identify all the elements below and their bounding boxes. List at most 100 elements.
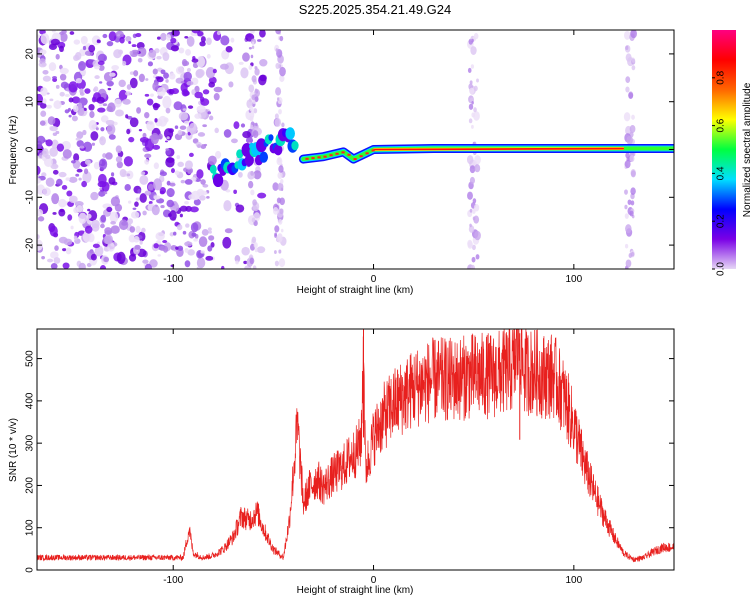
spectrogram-blob [147, 61, 154, 67]
spectrogram-blob [285, 127, 295, 140]
spectrogram-blob [169, 210, 177, 221]
spectrogram-blob [201, 228, 209, 236]
spectrogram-blob [476, 78, 479, 83]
spectrogram-blob [157, 254, 161, 257]
spectrogram-blob [144, 93, 150, 97]
spectrogram-blob [99, 81, 103, 84]
spectrogram-blob [256, 246, 266, 254]
spectrogram-blob [153, 162, 159, 170]
spectrogram-blob [188, 122, 198, 135]
spectrogram-blob [105, 152, 113, 160]
spectrogram-blob [107, 242, 115, 252]
spectrogram-blob [215, 150, 222, 159]
spectrogram-blob [151, 204, 160, 216]
spectrogram-blob [125, 114, 129, 119]
spectrogram-blob [202, 183, 209, 188]
spectrogram-blob [71, 96, 81, 104]
spectrogram-blob [196, 169, 204, 179]
spectrogram-blob [134, 244, 141, 250]
spectrogram-blob [37, 34, 41, 39]
spectrogram-blob [471, 244, 476, 251]
spectrogram-blob [82, 231, 91, 243]
spectrogram-blob [129, 226, 136, 233]
spectrogram-blob [176, 224, 183, 231]
spectrogram-blob [212, 68, 217, 74]
spectrogram-blob [162, 52, 170, 62]
spectrogram-blob [78, 212, 87, 224]
spectrogram-blob [166, 136, 170, 140]
spectrogram-blob [56, 143, 65, 152]
spectrogram-blob [138, 128, 143, 132]
spectrogram-blob [173, 231, 177, 236]
spectrogram-blob [144, 263, 153, 269]
spectrogram-blob [208, 81, 215, 88]
spectrogram-blob [37, 216, 45, 222]
spectrogram-blob [185, 223, 190, 228]
spectrogram-blob [100, 214, 107, 223]
spectrogram-blob [134, 201, 139, 207]
spectrogram-blob [51, 30, 56, 33]
spectrogram-blob [45, 139, 53, 147]
spectrogram-blob [100, 115, 109, 123]
spectrogram-blob [124, 183, 131, 191]
spectrogram-blob [625, 224, 632, 234]
spectrogram-blob [209, 164, 217, 174]
spectrogram-blob [631, 65, 636, 71]
spectrogram-blob [275, 87, 282, 96]
spectrogram-blob [100, 223, 105, 229]
spectrogram-blob [625, 152, 630, 159]
spectrogram-blob [133, 235, 140, 243]
spectrogram-blob [135, 225, 141, 234]
spectrogram-blob [81, 180, 87, 188]
bottom-x-ticks: -100 0 100 [163, 329, 583, 586]
spectrogram-blob [118, 79, 126, 88]
spectrogram-blob [249, 30, 256, 34]
spectrogram-blob [82, 171, 92, 183]
spectrogram-blob [624, 189, 628, 195]
spectrogram-blob [108, 31, 117, 42]
spectrogram-blob [257, 39, 262, 42]
spectrogram-blob [146, 120, 155, 132]
spectrogram-blob [281, 122, 285, 128]
spectrogram-blob [275, 62, 280, 69]
spectrogram-blob [274, 233, 278, 238]
spectrogram-blob [467, 191, 473, 200]
spectrogram-blob [231, 138, 238, 144]
spectrogram-blob [272, 182, 279, 191]
spectrogram-blob [199, 96, 205, 103]
spectrogram-blob [70, 160, 76, 164]
spectrogram-blob [128, 253, 137, 262]
y-tick-label: 10 [25, 96, 36, 108]
spectrogram-blob [152, 82, 159, 91]
spectrogram-blob [235, 260, 239, 265]
spectrogram-blob [253, 242, 258, 249]
spectrogram-blob [42, 187, 51, 197]
spectrogram-blob [474, 155, 481, 165]
spectrogram-blob [99, 264, 107, 269]
spectrogram-blob [467, 239, 473, 248]
snr-frame [36, 328, 675, 571]
spectrogram-blob [49, 225, 58, 237]
spectrogram-blob [251, 41, 255, 45]
spectrogram-blob [59, 67, 69, 75]
spectrogram-blob [238, 61, 244, 65]
spectrogram-blob [245, 137, 254, 144]
y-tick-label: 20 [25, 48, 36, 60]
spectrogram-blob [474, 164, 481, 173]
spectrogram-blob [49, 147, 58, 157]
spectrogram-blob [466, 155, 474, 165]
spectrogram-blob [137, 58, 143, 63]
spectrogram-blob [183, 120, 190, 125]
spectrogram-blob [251, 217, 256, 223]
spectrogram-blob [78, 61, 86, 71]
snr-panel: -100 0 100 0 100 200 300 400 500 Height of stra… [8, 328, 675, 596]
spectrogram-blob [248, 64, 253, 70]
spectrogram-blob [467, 67, 472, 73]
spectrogram-blob [225, 45, 233, 53]
spectrogram-blob [74, 201, 84, 207]
spectrogram-blob [125, 35, 132, 42]
spectrogram-blob [236, 149, 244, 159]
spectrogram-blob [142, 259, 149, 264]
spectrogram-blob [58, 45, 64, 53]
spectrogram-blob [237, 171, 243, 178]
